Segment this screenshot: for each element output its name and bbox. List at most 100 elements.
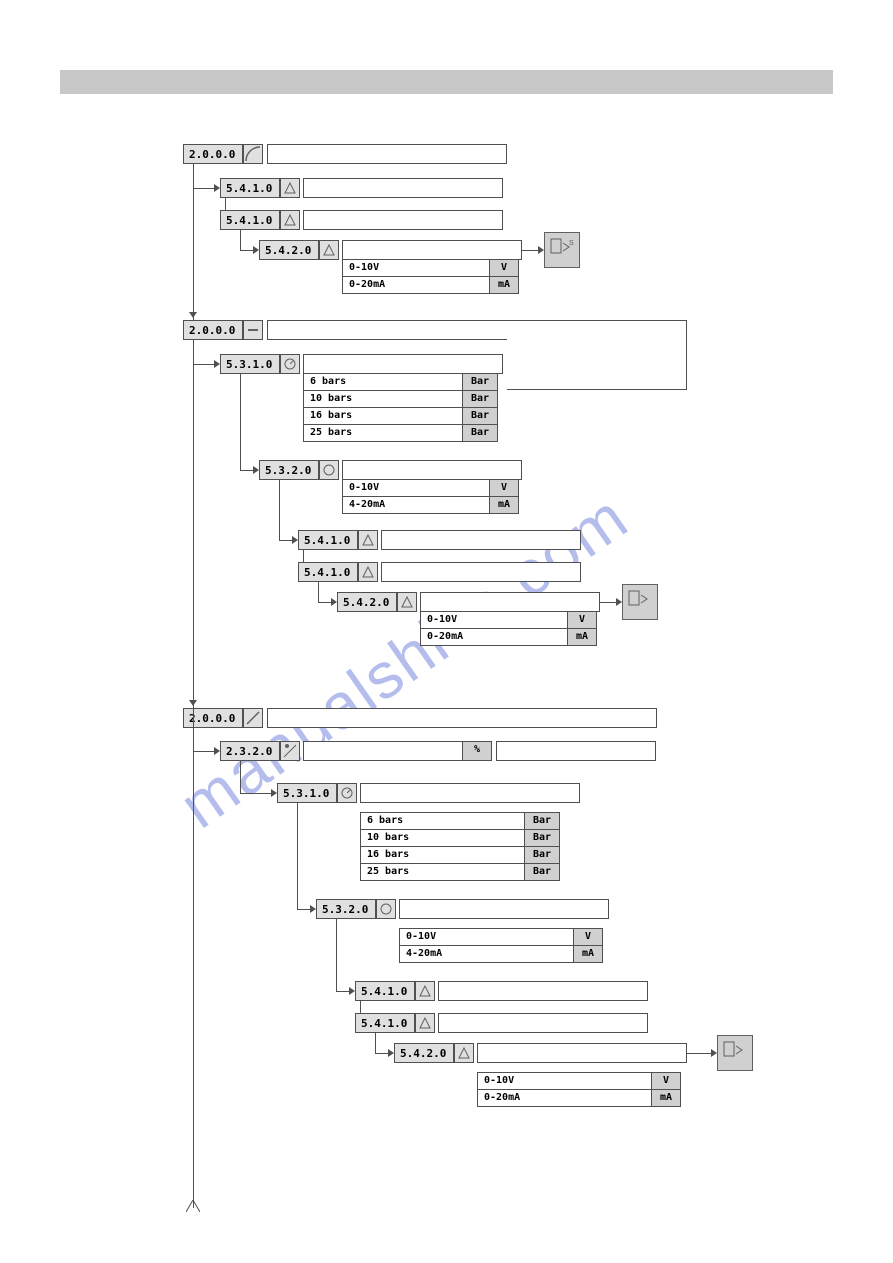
node-icon xyxy=(358,530,378,550)
title-box xyxy=(438,1013,648,1033)
unit-label: Bar xyxy=(524,829,560,847)
vfd-icon: S xyxy=(544,232,580,268)
title-box xyxy=(477,1043,687,1063)
node-5420: 5.4.2.0 xyxy=(259,240,319,260)
unit-label: V xyxy=(567,611,597,629)
option-row: 0-10V xyxy=(342,479,490,497)
node-5410: 5.4.1.0 xyxy=(220,210,280,230)
svg-text:S: S xyxy=(569,240,574,247)
node-5410: 5.4.1.0 xyxy=(298,530,358,550)
connector xyxy=(297,803,298,909)
node-5410: 5.4.1.0 xyxy=(355,981,415,1001)
node-2320: 2.3.2.0 xyxy=(220,741,280,761)
unit-label: V xyxy=(489,479,519,497)
gray-header-bar xyxy=(60,70,833,94)
node-icon xyxy=(337,783,357,803)
node-icon xyxy=(319,240,339,260)
connector xyxy=(240,793,273,794)
title-box xyxy=(267,144,507,164)
option-row: 6 bars xyxy=(360,812,525,830)
connector xyxy=(193,188,216,189)
connector xyxy=(375,1033,376,1053)
option-row: 0-20mA xyxy=(342,276,490,294)
node-5310: 5.3.1.0 xyxy=(277,783,337,803)
unit-label: Bar xyxy=(524,846,560,864)
node-icon xyxy=(358,562,378,582)
arrow xyxy=(189,700,197,706)
node-icon xyxy=(397,592,417,612)
node-icon xyxy=(319,460,339,480)
unit-label: Bar xyxy=(524,812,560,830)
node-5410: 5.4.1.0 xyxy=(298,562,358,582)
unit-label: V xyxy=(489,259,519,277)
connector xyxy=(240,761,241,793)
node-icon xyxy=(415,1013,435,1033)
title-box xyxy=(420,592,600,612)
node-2000: 2.0.0.0 xyxy=(183,320,243,340)
node-icon xyxy=(280,354,300,374)
vfd-icon xyxy=(717,1035,753,1071)
unit-label: mA xyxy=(651,1089,681,1107)
title-box xyxy=(342,240,522,260)
unit-label: V xyxy=(573,928,603,946)
node-icon xyxy=(280,178,300,198)
option-row: 10 bars xyxy=(360,829,525,847)
connector xyxy=(318,582,319,602)
node-5410: 5.4.1.0 xyxy=(220,178,280,198)
node-5420: 5.4.2.0 xyxy=(394,1043,454,1063)
option-row: 0-20mA xyxy=(477,1089,652,1107)
unit-label: mA xyxy=(489,276,519,294)
option-row: 10 bars xyxy=(303,390,463,408)
node-icon xyxy=(243,708,263,728)
title-box xyxy=(303,210,503,230)
option-row: 0-10V xyxy=(342,259,490,277)
unit-label: % xyxy=(462,741,492,761)
connector xyxy=(240,374,241,470)
node-icon xyxy=(243,144,263,164)
unit-label: Bar xyxy=(462,373,498,391)
node-2000: 2.0.0.0 xyxy=(183,144,243,164)
option-row: 25 bars xyxy=(303,424,463,442)
connector xyxy=(240,230,241,250)
connector xyxy=(336,919,337,991)
title-box xyxy=(267,320,547,340)
title-box xyxy=(303,741,463,761)
title-box xyxy=(438,981,648,1001)
node-icon xyxy=(243,320,263,340)
connector xyxy=(279,480,280,540)
option-row: 0-20mA xyxy=(420,628,568,646)
unit-label: mA xyxy=(567,628,597,646)
node-5420: 5.4.2.0 xyxy=(337,592,397,612)
title-box xyxy=(360,783,580,803)
connector xyxy=(687,1053,713,1054)
title-box xyxy=(303,354,503,374)
option-row: 4-20mA xyxy=(342,496,490,514)
node-icon xyxy=(454,1043,474,1063)
arrow xyxy=(189,312,197,318)
unit-label: V xyxy=(651,1072,681,1090)
side-box xyxy=(496,741,656,761)
unit-label: Bar xyxy=(524,863,560,881)
option-row: 16 bars xyxy=(360,846,525,864)
title-box xyxy=(303,178,503,198)
option-row: 16 bars xyxy=(303,407,463,425)
title-box xyxy=(381,562,581,582)
unit-label: Bar xyxy=(462,390,498,408)
connector xyxy=(193,708,194,1208)
node-2000: 2.0.0.0 xyxy=(183,708,243,728)
unit-label: Bar xyxy=(462,424,498,442)
connector xyxy=(193,751,216,752)
node-icon xyxy=(376,899,396,919)
connector xyxy=(193,364,216,365)
unit-label: mA xyxy=(573,945,603,963)
title-box xyxy=(399,899,609,919)
option-row: 0-10V xyxy=(477,1072,652,1090)
vfd-icon xyxy=(622,584,658,620)
option-row: 0-10V xyxy=(399,928,574,946)
node-5310: 5.3.1.0 xyxy=(220,354,280,374)
node-icon xyxy=(280,210,300,230)
option-row: 25 bars xyxy=(360,863,525,881)
side-box xyxy=(507,320,687,390)
title-box xyxy=(267,708,657,728)
unit-label: Bar xyxy=(462,407,498,425)
